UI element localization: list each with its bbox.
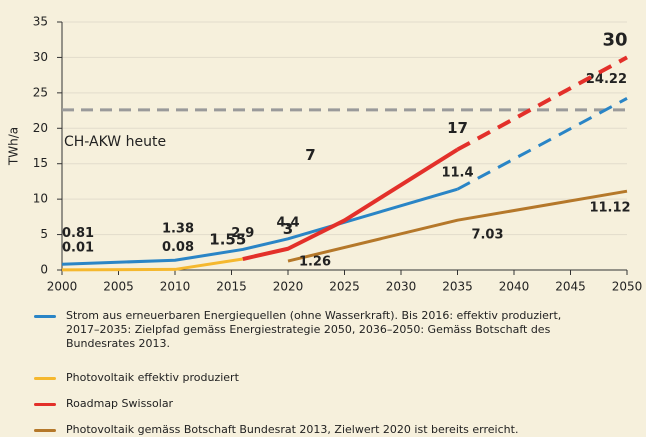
legend-label: Photovoltaik effektiv produziert — [66, 371, 239, 384]
data-label: 1.26 — [299, 255, 331, 270]
x-tick-label: 2045 — [555, 280, 586, 294]
data-label: 0.08 — [162, 240, 194, 255]
series-line — [242, 147, 459, 261]
legend-swatch — [34, 315, 56, 318]
data-label: 30 — [602, 29, 627, 50]
data-label: 11.12 — [589, 201, 630, 216]
data-label: 2.9 — [231, 226, 254, 241]
y-tick-label: 35 — [33, 15, 48, 29]
legend-item: Photovoltaik gemäss Botschaft Bundesrat … — [34, 423, 594, 437]
data-label: 1.38 — [162, 222, 194, 237]
x-tick-label: 2050 — [612, 280, 643, 294]
series-line — [456, 97, 628, 191]
reference-label: CH-AKW heute — [64, 134, 166, 150]
legend-item: Photovoltaik effektiv produziert — [34, 371, 594, 385]
data-label: 17 — [447, 119, 468, 137]
series-line — [61, 257, 244, 272]
y-axis-label: TWh/a — [7, 127, 21, 166]
y-tick-label: 30 — [33, 50, 48, 64]
x-tick-label: 2040 — [499, 280, 530, 294]
x-tick-label: 2020 — [273, 280, 304, 294]
data-label: 7.03 — [471, 228, 503, 243]
data-label: 24.22 — [586, 72, 627, 87]
data-label: 1.55 — [209, 231, 246, 249]
legend-swatch — [34, 377, 56, 380]
data-label: 0.81 — [62, 226, 94, 241]
data-label: 0.01 — [62, 240, 94, 255]
data-label: 4.4 — [276, 215, 299, 230]
data-label: 3 — [283, 220, 293, 238]
x-tick-label: 2035 — [442, 280, 473, 294]
x-tick-label: 2005 — [103, 280, 134, 294]
y-tick-label: 10 — [33, 192, 48, 206]
y-tick-label: 15 — [33, 156, 48, 170]
legend-label: Roadmap Swissolar — [66, 397, 174, 410]
data-label: 11.4 — [441, 166, 473, 181]
y-tick-label: 5 — [40, 227, 48, 241]
series-line — [456, 55, 628, 152]
y-tick-label: 20 — [33, 121, 48, 135]
series-line — [287, 189, 628, 263]
legend-swatch — [34, 429, 56, 432]
x-tick-label: 2015 — [216, 280, 247, 294]
y-tick-label: 0 — [40, 263, 48, 277]
legend-swatch — [34, 403, 56, 406]
series-line — [61, 187, 458, 266]
data-label: 7 — [305, 146, 315, 164]
legend-label: Photovoltaik gemäss Botschaft Bundesrat … — [66, 423, 519, 436]
x-tick-label: 2025 — [329, 280, 360, 294]
legend-item: Roadmap Swissolar — [34, 397, 594, 411]
legend-item: Strom aus erneuerbaren Energiequellen (o… — [34, 309, 594, 351]
x-tick-label: 2030 — [386, 280, 417, 294]
legend-label: Strom aus erneuerbaren Energiequellen (o… — [66, 309, 562, 350]
x-tick-label: 2000 — [47, 280, 78, 294]
x-tick-label: 2010 — [160, 280, 191, 294]
y-tick-label: 25 — [33, 85, 48, 99]
